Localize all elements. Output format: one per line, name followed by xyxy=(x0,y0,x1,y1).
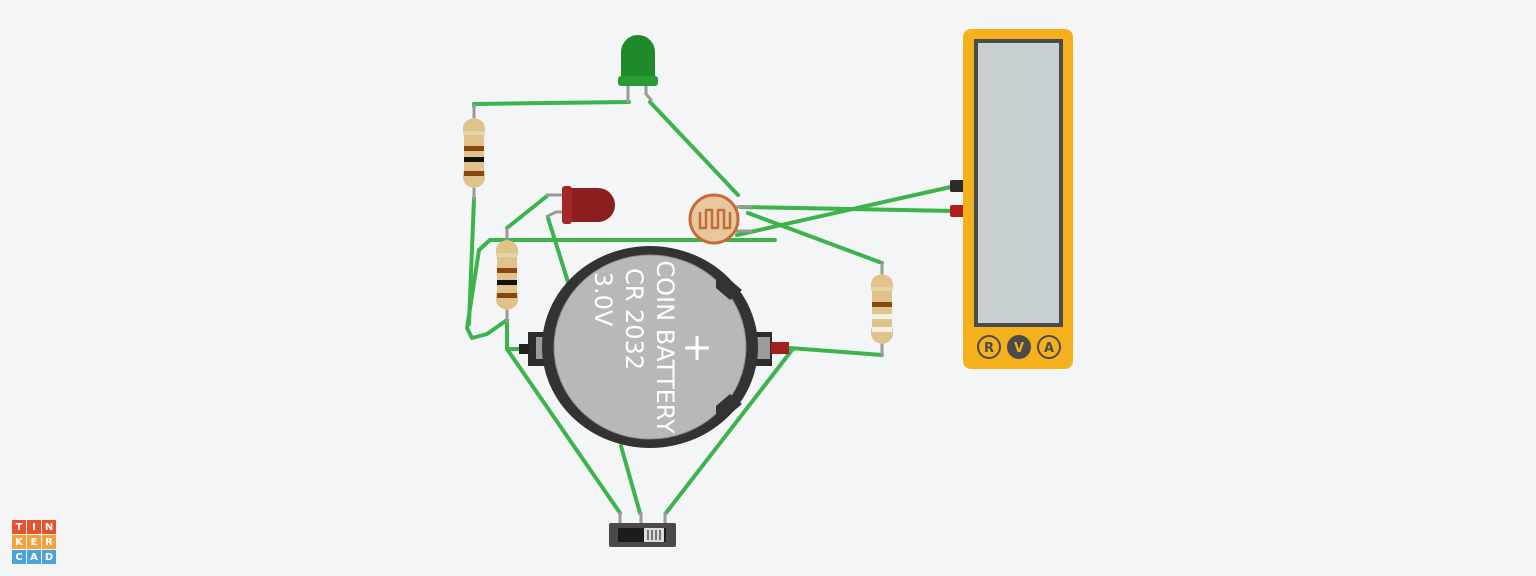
resistor-body xyxy=(871,274,893,344)
logo-letter: D xyxy=(42,550,56,564)
multimeter-probe-port-black[interactable] xyxy=(950,180,966,192)
wire[interactable] xyxy=(465,238,777,340)
mode-voltage-label: V xyxy=(1014,341,1024,356)
switch-knob[interactable] xyxy=(644,528,664,542)
mode-resistance-label: R xyxy=(984,341,994,356)
holder-clip xyxy=(716,268,742,300)
resistor-band xyxy=(497,293,517,298)
resistor-band xyxy=(872,302,892,307)
logo-letter: A xyxy=(27,550,41,564)
wire[interactable] xyxy=(472,100,631,108)
battery-cell xyxy=(553,254,747,440)
mode-current-label: A xyxy=(1044,341,1054,356)
slide-switch[interactable] xyxy=(609,512,676,547)
wire[interactable] xyxy=(788,346,884,357)
wire[interactable] xyxy=(648,100,740,197)
battery-label-line2: CR 2032 xyxy=(620,268,648,370)
resistor-band xyxy=(464,157,484,162)
logo-letter: R xyxy=(42,535,56,549)
resistor[interactable] xyxy=(496,228,518,322)
resistor[interactable] xyxy=(463,104,485,200)
battery-label-line3: 3.0V xyxy=(589,272,617,327)
green-led[interactable] xyxy=(618,35,658,103)
resistor-band xyxy=(464,171,484,176)
holder-clip xyxy=(716,394,742,426)
led-dome xyxy=(570,188,615,222)
resistor-body xyxy=(463,118,485,188)
wire[interactable] xyxy=(505,194,549,230)
mode-resistance-button[interactable] xyxy=(977,335,1001,359)
terminal-pin xyxy=(771,342,789,354)
coin-battery[interactable]: COIN BATTERY CR 2032 3.0V + xyxy=(519,246,789,448)
photoresistor-body xyxy=(688,193,740,245)
wires xyxy=(465,100,957,515)
resistor-band xyxy=(464,131,484,135)
mode-voltage-button[interactable] xyxy=(1007,335,1031,359)
terminal-pin xyxy=(519,344,529,354)
resistor-band xyxy=(497,280,517,285)
wire[interactable] xyxy=(746,211,884,265)
logo-letter: C xyxy=(12,550,26,564)
resistor-band xyxy=(872,287,892,291)
resistor-band xyxy=(872,314,892,319)
multimeter-probe-port-red[interactable] xyxy=(950,205,966,217)
led-dome xyxy=(621,35,655,80)
logo-letter: K xyxy=(12,535,26,549)
led-rim xyxy=(618,76,658,86)
logo-letter: E xyxy=(27,535,41,549)
resistor[interactable] xyxy=(871,262,893,356)
logo-letter: N xyxy=(42,520,56,534)
logo-letter: T xyxy=(12,520,26,534)
resistor-band xyxy=(464,146,484,151)
photoresistor[interactable] xyxy=(688,193,752,245)
logo-letter: I xyxy=(27,520,41,534)
red-led[interactable] xyxy=(545,186,615,224)
photoresistor-track xyxy=(698,208,732,230)
multimeter-mode-buttons: R V A xyxy=(977,335,1061,359)
wire[interactable] xyxy=(546,216,570,284)
wire[interactable] xyxy=(664,348,794,515)
battery-label: COIN BATTERY CR 2032 3.0V xyxy=(589,260,679,434)
multimeter-screen xyxy=(974,39,1063,327)
resistor-body xyxy=(496,240,518,310)
wire[interactable] xyxy=(467,196,476,326)
wire[interactable] xyxy=(505,318,521,351)
led-leg xyxy=(644,84,654,102)
battery-plus: + xyxy=(681,325,713,369)
mode-current-button[interactable] xyxy=(1037,335,1061,359)
wire[interactable] xyxy=(619,444,642,515)
resistor-band xyxy=(497,268,517,273)
multimeter[interactable]: R V A xyxy=(950,29,1073,369)
led-rim xyxy=(562,186,572,224)
wire[interactable] xyxy=(735,184,957,237)
resistor-band xyxy=(497,253,517,257)
resistor-band xyxy=(872,327,892,332)
battery-label-line1: COIN BATTERY xyxy=(651,260,679,434)
wire[interactable] xyxy=(505,347,622,515)
